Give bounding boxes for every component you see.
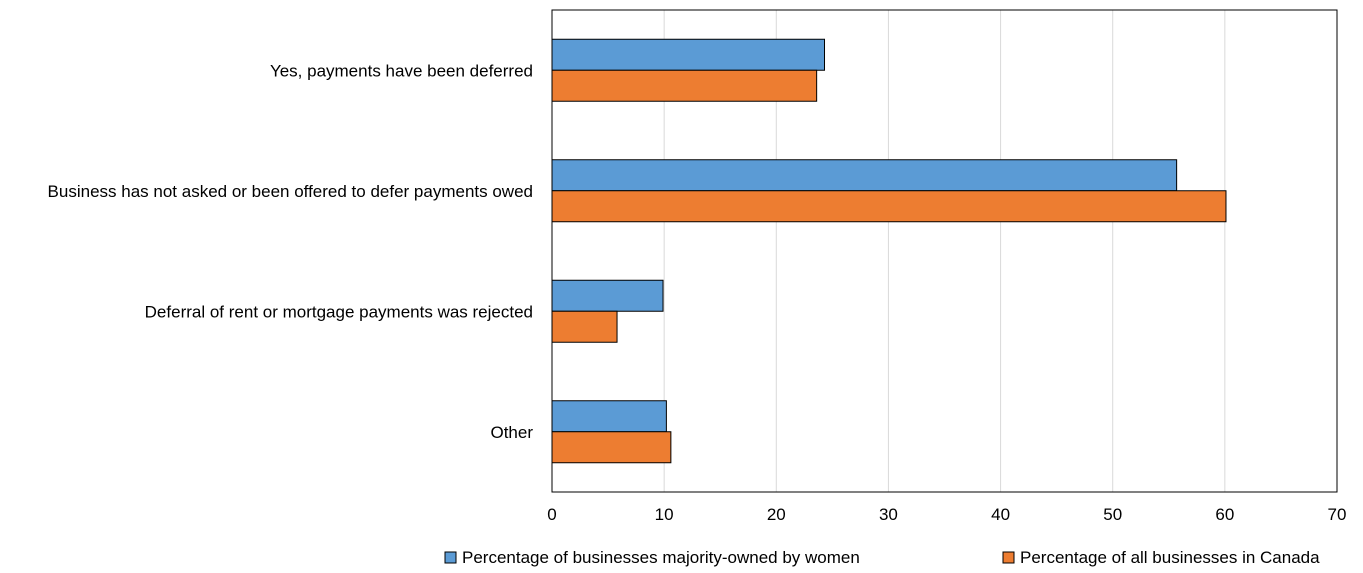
- x-tick-label: 30: [879, 505, 898, 524]
- x-tick-label: 0: [547, 505, 556, 524]
- category-label: Other: [490, 423, 533, 442]
- bar-all-businesses: [551, 310, 618, 343]
- x-tick-label: 20: [767, 505, 786, 524]
- bar-women-owned: [551, 159, 1178, 192]
- x-tick-label: 10: [655, 505, 674, 524]
- bar-women-owned: [551, 400, 667, 433]
- legend-label: Percentage of businesses majority-owned …: [462, 548, 860, 567]
- bar-all-businesses: [551, 431, 672, 464]
- bars: [551, 38, 1227, 464]
- x-tick-label: 40: [991, 505, 1010, 524]
- x-tick-label: 50: [1103, 505, 1122, 524]
- x-axis-tick-labels: 0 10 20 30 40 50 60 70: [547, 505, 1346, 524]
- bar-women-owned: [551, 279, 664, 312]
- category-labels: Yes, payments have been deferred Business…: [48, 61, 534, 442]
- bar-women-owned: [551, 38, 826, 71]
- legend-swatch: [444, 551, 457, 564]
- legend: Percentage of businesses majority-owned …: [444, 548, 1320, 567]
- plot-area-frame: [551, 9, 1338, 493]
- x-tick-label: 70: [1328, 505, 1347, 524]
- bar-all-businesses: [551, 69, 818, 102]
- legend-swatch: [1002, 551, 1015, 564]
- bar-all-businesses: [551, 190, 1227, 223]
- category-label: Yes, payments have been deferred: [270, 61, 533, 80]
- category-label: Business has not asked or been offered t…: [48, 182, 533, 201]
- x-tick-label: 60: [1215, 505, 1234, 524]
- legend-label: Percentage of all businesses in Canada: [1020, 548, 1320, 567]
- category-label: Deferral of rent or mortgage payments wa…: [145, 302, 533, 321]
